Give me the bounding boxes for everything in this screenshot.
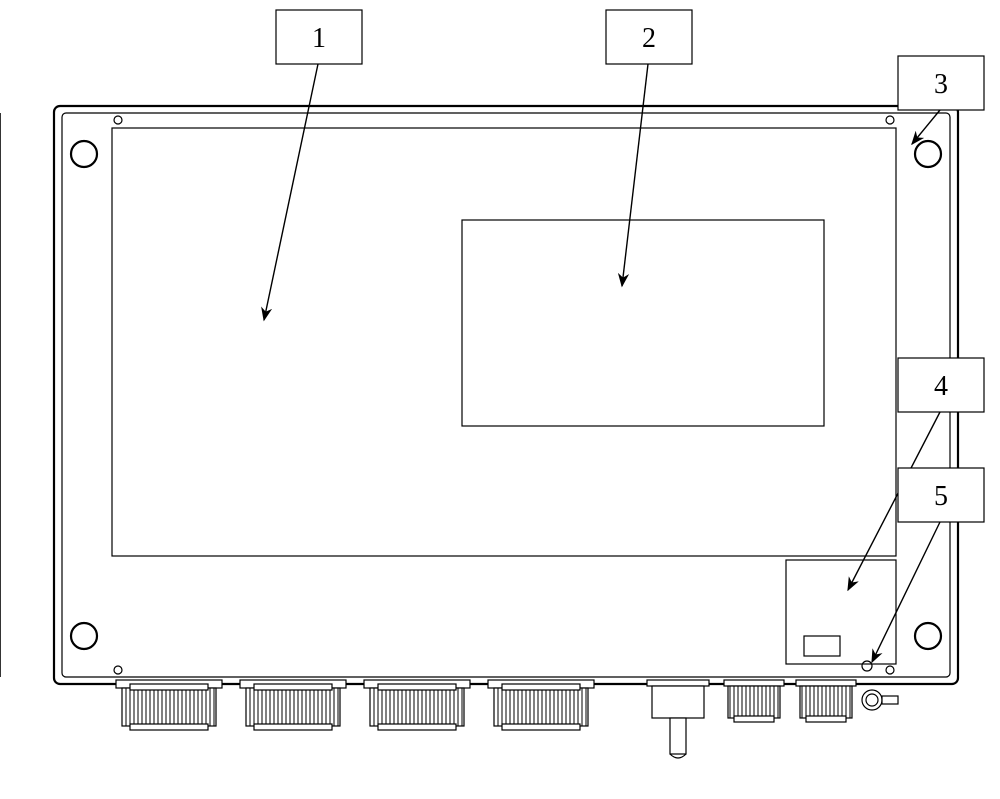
main-panel: [112, 128, 896, 556]
callout-arrow-5: [872, 522, 940, 662]
screw-4: [886, 666, 894, 674]
callout-label-4: 4: [934, 371, 948, 402]
compartment-slot: [804, 636, 840, 656]
mount-hole-4: [915, 623, 941, 649]
connector-large-4: [488, 680, 594, 730]
callout-label-2: 2: [642, 23, 656, 54]
connector-stub: [647, 680, 709, 758]
screw-1: [114, 116, 122, 124]
callout-arrow-3: [912, 110, 940, 144]
connector-loop: [862, 690, 898, 710]
callout-3: 3: [898, 56, 984, 144]
callout-label-3: 3: [934, 69, 948, 100]
enclosure-outer: [54, 106, 958, 684]
compartment: [786, 560, 896, 664]
callout-label-5: 5: [934, 481, 948, 512]
connector-small-1: [724, 680, 784, 722]
callout-label-1: 1: [312, 23, 326, 54]
mount-hole-1: [71, 141, 97, 167]
mount-hole-2: [915, 141, 941, 167]
screw-2: [886, 116, 894, 124]
technical-drawing: 1 2 3 4 5: [0, 0, 1000, 799]
callout-arrow-1: [264, 64, 318, 320]
indicator-hole: [862, 661, 872, 671]
enclosure-inner: [62, 113, 950, 677]
callout-2: 2: [606, 10, 692, 286]
screw-3: [114, 666, 122, 674]
connector-large-2: [240, 680, 346, 730]
mount-hole-3: [71, 623, 97, 649]
callout-arrow-2: [622, 64, 648, 286]
connector-large-3: [364, 680, 470, 730]
display-rect: [462, 220, 824, 426]
callout-5: 5: [872, 468, 984, 662]
connector-small-2: [796, 680, 856, 722]
callout-1: 1: [264, 10, 362, 320]
connector-large-1: [116, 680, 222, 730]
